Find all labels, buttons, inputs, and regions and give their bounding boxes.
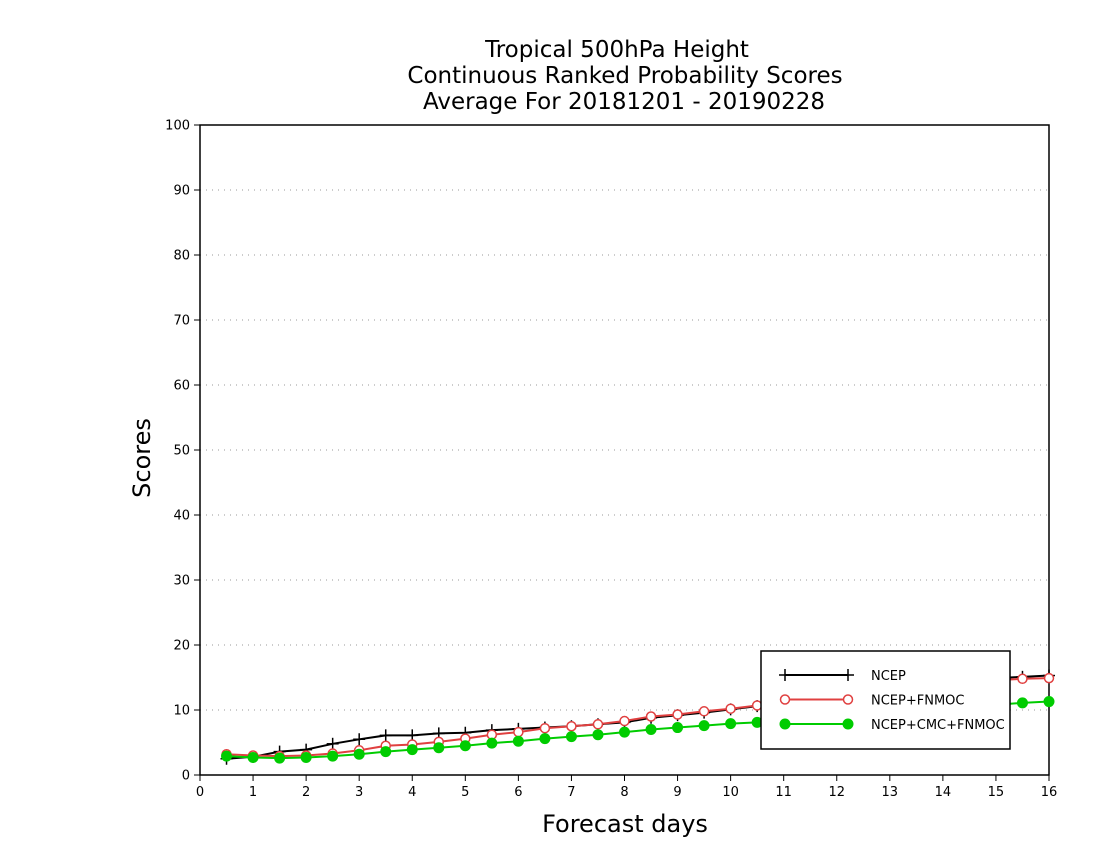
x-tick-label: 14: [935, 785, 952, 800]
data-point: [327, 750, 339, 762]
x-tick-label: 16: [1041, 785, 1058, 800]
data-point: [672, 709, 683, 720]
legend: NCEP NCEP+FNMOC NCEP+CMC+FNMOC: [760, 650, 1011, 750]
legend-label: NCEP: [871, 669, 906, 684]
y-tick-label: 70: [173, 314, 190, 329]
data-point: [645, 711, 657, 722]
data-point: [1043, 672, 1055, 684]
data-point: [353, 748, 365, 760]
legend-entry: NCEP+FNMOC: [779, 694, 964, 709]
x-tick-label: 13: [882, 785, 899, 800]
y-tick-label: 60: [173, 379, 190, 394]
x-tick-label: 3: [355, 785, 363, 800]
data-point: [247, 751, 259, 763]
legend-marker: [779, 669, 791, 681]
data-point: [592, 719, 604, 730]
data-point: [300, 751, 312, 763]
data-point: [379, 729, 392, 742]
data-point: [592, 729, 604, 741]
data-point: [539, 722, 551, 734]
x-axis: 0 1 2 3 4 5 6 7 8 9 10 11 12 13 14 15 16: [196, 775, 1057, 800]
data-point: [221, 750, 233, 762]
x-tick-label: 0: [196, 785, 204, 800]
x-tick-label: 9: [673, 785, 681, 800]
x-tick-label: 8: [620, 785, 628, 800]
data-point: [406, 744, 418, 756]
title-line-2: Continuous Ranked Probability Scores: [407, 63, 842, 89]
data-point: [433, 742, 445, 754]
legend-entry: NCEP: [779, 669, 906, 684]
data-point: [672, 722, 684, 734]
legend-marker: [779, 694, 791, 705]
data-point: [565, 731, 577, 743]
data-point: [619, 726, 630, 738]
x-tick-label: 11: [775, 785, 792, 800]
x-axis-label: Forecast days: [542, 810, 708, 838]
data-point: [539, 733, 551, 745]
data-point: [1016, 697, 1028, 709]
y-tick-label: 30: [173, 574, 190, 589]
data-point: [512, 735, 524, 747]
data-point: [619, 715, 630, 727]
data-point: [645, 724, 657, 735]
data-point: [566, 721, 577, 732]
title-line-1: Tropical 500hPa Height: [484, 37, 749, 63]
data-point: [353, 733, 366, 746]
data-point: [725, 703, 736, 714]
grid: [200, 189, 1049, 711]
x-tick-label: 4: [408, 785, 416, 800]
data-point: [698, 720, 710, 732]
x-tick-label: 10: [722, 785, 739, 800]
x-tick-label: 15: [988, 785, 1005, 800]
data-point: [698, 706, 710, 717]
y-tick-label: 80: [173, 249, 190, 264]
y-tick-label: 40: [173, 509, 190, 524]
y-tick-label: 90: [173, 184, 190, 199]
legend-marker: [842, 669, 854, 681]
y-tick-label: 50: [173, 444, 190, 459]
data-point: [1043, 696, 1055, 708]
data-point: [326, 737, 339, 750]
data-point: [380, 746, 392, 758]
x-tick-label: 12: [828, 785, 845, 800]
data-point: [486, 737, 498, 749]
data-point: [274, 752, 286, 764]
legend-marker: [842, 694, 854, 705]
title-line-3: Average For 20181201 - 20190228: [423, 89, 825, 115]
x-tick-label: 1: [249, 785, 257, 800]
y-axis-label: Scores: [128, 418, 156, 498]
x-tick-label: 6: [514, 785, 522, 800]
y-tick-label: 10: [173, 704, 190, 719]
x-tick-label: 7: [567, 785, 575, 800]
data-point: [725, 718, 737, 730]
y-axis: 0 10 20 30 40 50 60 70 80 90 100: [165, 119, 200, 784]
legend-entry: NCEP+CMC+FNMOC: [779, 718, 1005, 733]
legend-label: NCEP+FNMOC: [871, 694, 964, 709]
data-point: [513, 726, 524, 738]
data-point: [1017, 673, 1028, 685]
y-tick-label: 100: [165, 119, 190, 134]
data-point: [459, 740, 471, 752]
x-tick-label: 5: [461, 785, 469, 800]
chart-title: Tropical 500hPa Height Continuous Ranked…: [407, 37, 842, 115]
y-tick-label: 20: [173, 639, 190, 654]
x-tick-label: 2: [302, 785, 310, 800]
legend-label: NCEP+CMC+FNMOC: [871, 718, 1005, 733]
y-tick-label: 0: [182, 769, 190, 784]
legend-marker: [842, 718, 854, 730]
legend-marker: [779, 718, 791, 730]
